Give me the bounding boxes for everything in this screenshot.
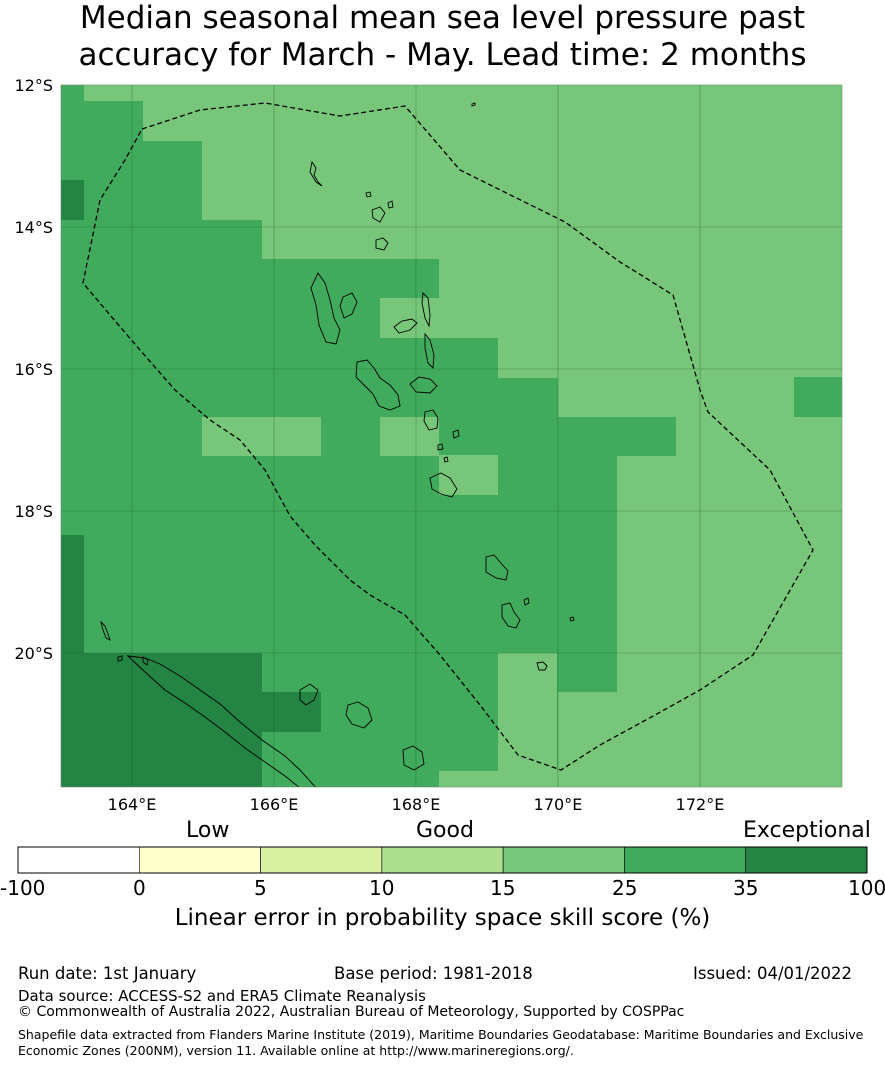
lon-label-172e: 172°E — [676, 795, 725, 814]
issued-date: Issued: 04/01/2022 — [693, 964, 853, 983]
skill-cell — [61, 180, 84, 220]
colorbar-tick: 25 — [612, 876, 638, 900]
lat-label-14s: 14°S — [14, 218, 53, 237]
lat-label-20s: 20°S — [14, 644, 53, 663]
island-erromango — [485, 554, 509, 581]
title-line-1: Median seasonal mean sea level pressure … — [79, 0, 806, 36]
island-epi — [423, 409, 439, 431]
island-small-2 — [387, 200, 394, 209]
colorbar-segment — [745, 846, 868, 874]
island-malo — [339, 292, 358, 319]
island-small-3 — [452, 429, 460, 439]
coastlines — [100, 102, 575, 787]
skill-cell — [439, 771, 842, 787]
colorbar-segment — [502, 846, 625, 874]
skill-cell — [558, 417, 676, 456]
island-tanna — [501, 602, 521, 629]
island-small-8 — [471, 102, 476, 107]
colorbar-segment — [260, 846, 383, 874]
shapefile-credit-line-2: Economic Zones (200NM), version 11. Avai… — [18, 1043, 574, 1058]
skill-cell — [380, 417, 439, 456]
island-small-1 — [365, 191, 372, 198]
island-new-caledonia — [126, 655, 316, 787]
island-belep — [100, 620, 111, 641]
skill-cell — [794, 377, 842, 417]
island-small-7 — [569, 616, 575, 622]
skill-cell — [61, 653, 262, 787]
colorbar-segment — [624, 846, 747, 874]
colorbar-tick: -100 — [0, 876, 46, 900]
skill-cell — [439, 455, 498, 495]
skill-cell — [202, 417, 321, 456]
colorbar-category-exceptional: Exceptional — [743, 818, 871, 843]
colorbar-label: Linear error in probability space skill … — [174, 905, 711, 931]
colorbar — [17, 846, 868, 874]
island-small-5 — [443, 456, 449, 463]
colorbar-tick: 35 — [733, 876, 759, 900]
copyright: © Commonwealth of Australia 2022, Austra… — [18, 1004, 685, 1020]
colorbar-tick: 10 — [369, 876, 395, 900]
map-frame — [60, 84, 843, 788]
colorbar-segment — [381, 846, 504, 874]
title-line-2: accuracy for March - May. Lead time: 2 m… — [78, 37, 807, 73]
shapefile-credit: Shapefile data extracted from Flanders M… — [18, 1027, 863, 1059]
lon-label-170e: 170°E — [534, 795, 583, 814]
lat-label-12s: 12°S — [14, 76, 53, 95]
island-mare — [402, 745, 425, 771]
colorbar-tick: 5 — [254, 876, 267, 900]
run-date: Run date: 1st January — [18, 964, 197, 983]
colorbar-segment — [17, 846, 140, 874]
colorbar-category-low: Low — [186, 818, 230, 843]
island-maewo — [421, 292, 431, 328]
colorbar-outline — [17, 846, 868, 874]
lon-label-168e: 168°E — [392, 795, 441, 814]
base-period: Base period: 1981-2018 — [334, 964, 533, 983]
island-aneityum — [536, 661, 548, 671]
lon-label-164e: 164°E — [108, 795, 157, 814]
skill-grid-cells — [61, 85, 842, 787]
skill-cell — [262, 692, 321, 732]
island-small-6 — [523, 597, 530, 606]
island-pentecost — [424, 332, 435, 370]
lat-label-18s: 18°S — [14, 502, 53, 521]
colorbar-tick: 15 — [490, 876, 516, 900]
island-ouvea — [299, 683, 319, 706]
island-banks-1 — [371, 206, 386, 223]
island-small-nc-2 — [142, 656, 149, 666]
island-ambrym — [409, 376, 438, 394]
island-banks-2 — [375, 237, 389, 251]
colorbar-tick: 100 — [848, 876, 885, 900]
island-espiritu-santo — [310, 272, 341, 345]
island-efate — [429, 472, 458, 498]
colorbar-segment — [138, 846, 261, 874]
map-gridlines — [61, 85, 842, 787]
shapefile-credit-line-1: Shapefile data extracted from Flanders M… — [18, 1027, 864, 1042]
island-torres — [309, 160, 323, 187]
eez-boundary — [82, 102, 814, 771]
island-malekula — [355, 359, 401, 411]
island-small-4 — [437, 443, 444, 451]
colorbar-tick: 0 — [133, 876, 146, 900]
data-source: Data source: ACCESS-S2 and ERA5 Climate … — [18, 987, 426, 1005]
skill-cell — [61, 535, 84, 654]
chart-title: Median seasonal mean sea level pressure … — [0, 0, 885, 74]
island-small-nc-1 — [117, 655, 123, 662]
lon-label-166e: 166°E — [250, 795, 299, 814]
skill-cell — [498, 653, 557, 787]
lat-label-16s: 16°S — [14, 360, 53, 379]
colorbar-category-good: Good — [416, 818, 474, 843]
skill-cell — [558, 456, 617, 692]
island-ambae — [393, 318, 418, 334]
island-lifou — [345, 701, 373, 729]
